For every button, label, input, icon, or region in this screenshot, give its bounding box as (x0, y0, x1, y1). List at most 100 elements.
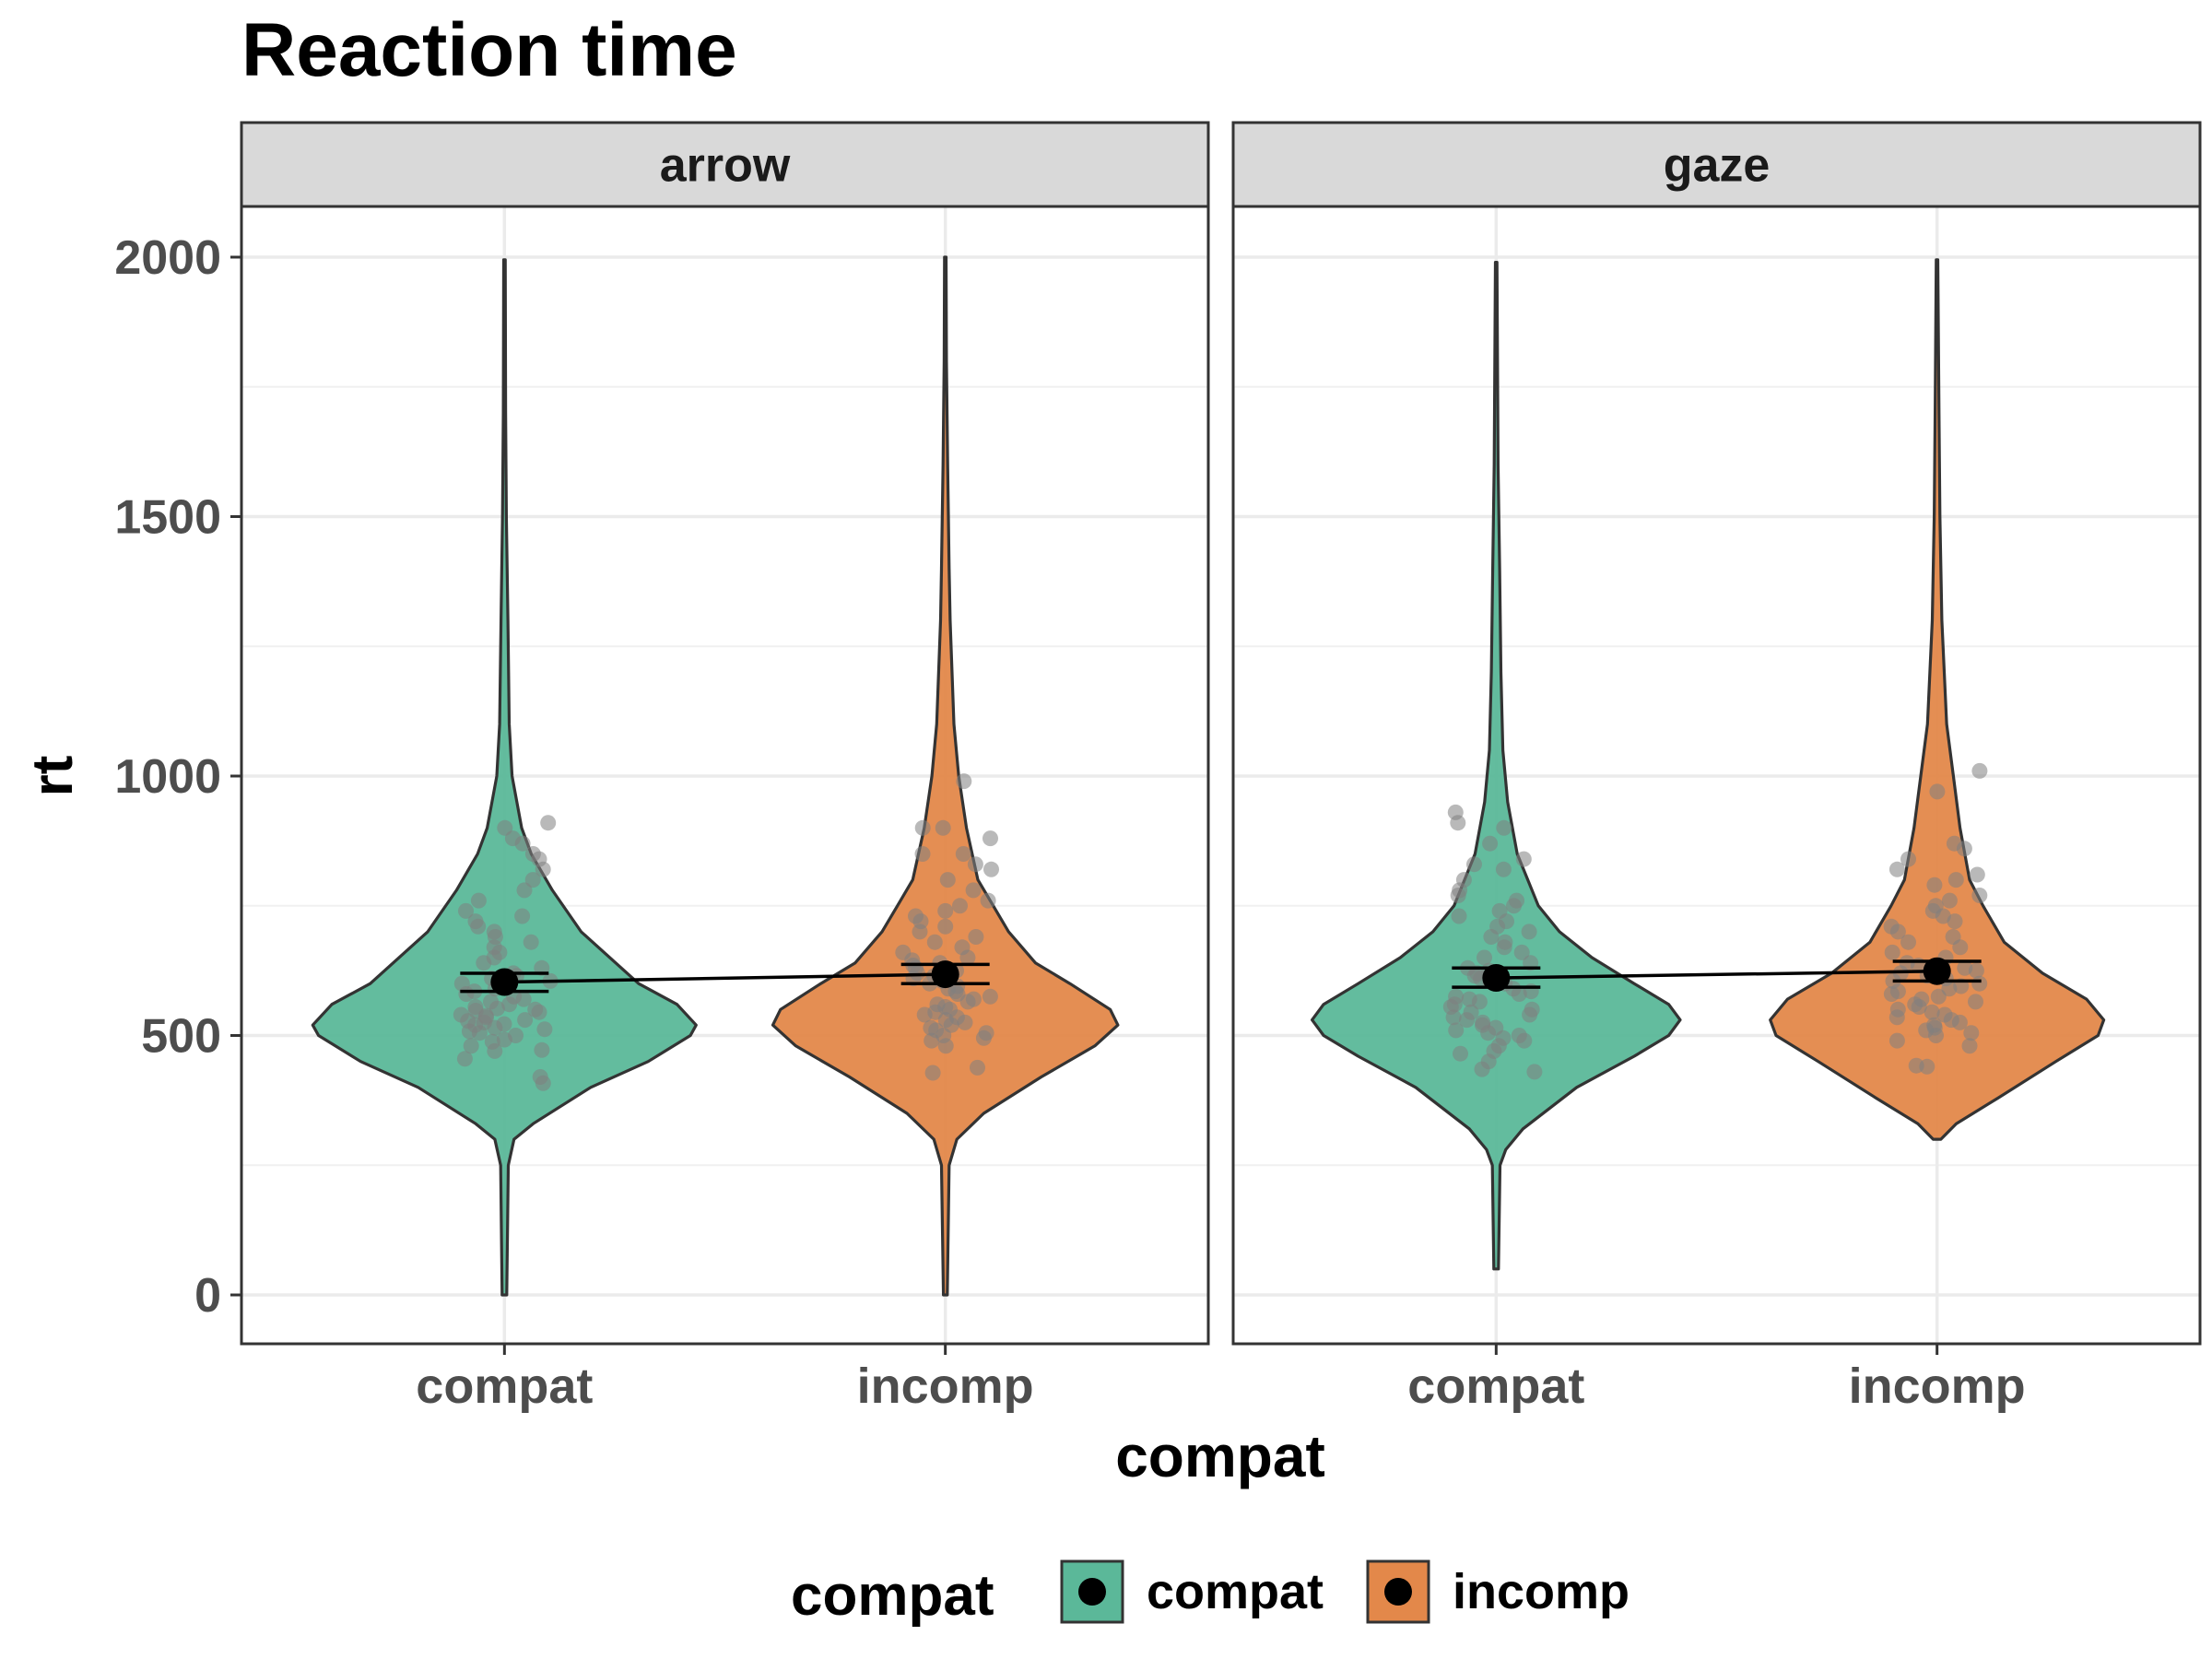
y-tick-label: 2000 (114, 231, 221, 285)
legend-key-point (1384, 1578, 1412, 1606)
raw-point (937, 902, 954, 919)
raw-point (458, 902, 474, 919)
raw-point (1455, 872, 1472, 888)
raw-point (982, 988, 998, 1005)
raw-point (523, 934, 539, 950)
x-tick-label: compat (1407, 1359, 1584, 1414)
raw-point (937, 918, 954, 935)
raw-point (1941, 892, 1958, 909)
raw-point (982, 830, 998, 847)
raw-point (1488, 1019, 1504, 1036)
raw-point (970, 1059, 985, 1076)
raw-point (1463, 1004, 1479, 1020)
raw-point (1936, 1006, 1953, 1023)
x-axis: compat incomp compat incomp (416, 1344, 2026, 1414)
facet-strip (1231, 121, 2202, 208)
raw-point (1451, 908, 1467, 924)
raw-point (484, 1033, 500, 1050)
y-tick-label: 0 (194, 1269, 221, 1323)
raw-point (536, 1021, 553, 1038)
raw-point (535, 1075, 551, 1091)
raw-point (1448, 1022, 1465, 1039)
raw-point (1957, 959, 1973, 976)
raw-point (924, 1065, 941, 1081)
raw-point (1491, 902, 1508, 919)
raw-point (517, 1012, 534, 1029)
violin-incomp (771, 255, 1120, 1297)
raw-point (508, 1028, 524, 1043)
raw-point (524, 846, 541, 862)
raw-point (908, 908, 924, 924)
raw-point (453, 975, 470, 992)
raw-point (1509, 892, 1524, 909)
facet-strip (240, 121, 1210, 208)
raw-point (1524, 1001, 1540, 1018)
raw-point (1969, 866, 1985, 883)
raw-point (1947, 872, 1964, 888)
raw-point (1929, 783, 1946, 800)
raw-point (1513, 944, 1530, 960)
violin-group-incomp (771, 255, 1120, 1297)
violin-compat (311, 258, 698, 1297)
legend: compat compat incomp (791, 1559, 1630, 1628)
raw-point (1945, 929, 1961, 945)
raw-point (514, 908, 531, 924)
y-axis-title: rt (21, 756, 85, 797)
raw-point (1926, 877, 1943, 893)
raw-point (1926, 1017, 1943, 1033)
raw-point (1961, 1038, 1978, 1054)
mean-point (1482, 964, 1511, 993)
raw-point (895, 944, 912, 960)
raw-point (983, 861, 999, 877)
x-tick-label: compat (416, 1359, 593, 1414)
raw-point (1511, 1028, 1527, 1043)
x-tick-label: incomp (857, 1359, 1034, 1414)
raw-point (935, 819, 951, 836)
raw-point (956, 773, 972, 790)
violin-compat (1311, 261, 1682, 1271)
legend-label-incomp: incomp (1453, 1564, 1630, 1619)
raw-point (497, 819, 513, 836)
raw-point (1889, 1001, 1906, 1018)
x-tick-label: incomp (1849, 1359, 2026, 1414)
raw-point (914, 819, 931, 836)
violin-group-incomp (1769, 258, 2106, 1141)
legend-title: compat (791, 1564, 994, 1628)
raw-point (1888, 861, 1905, 877)
raw-point (1495, 861, 1512, 877)
raw-point (516, 882, 533, 899)
raw-point (965, 882, 982, 899)
legend-label-compat: compat (1147, 1564, 1324, 1619)
raw-point (926, 934, 943, 950)
raw-point (527, 1001, 544, 1018)
raw-point (1888, 1032, 1905, 1049)
raw-point (1477, 949, 1492, 966)
raw-point (453, 1006, 469, 1023)
raw-point (923, 1019, 939, 1036)
raw-point (1526, 1064, 1543, 1080)
y-axis: 0 500 1000 1500 2000 (114, 231, 241, 1323)
raw-point (952, 898, 968, 914)
mean-line (504, 972, 946, 984)
raw-point (483, 994, 499, 1010)
raw-point (1963, 1025, 1980, 1041)
raw-point (978, 1025, 994, 1041)
raw-point (1924, 1004, 1940, 1020)
raw-point (1482, 835, 1499, 852)
y-tick-label: 1000 (114, 750, 221, 804)
y-tick-label: 1500 (114, 491, 221, 545)
raw-point (524, 872, 541, 888)
raw-point (1971, 975, 1988, 992)
violin-incomp (1769, 258, 2106, 1141)
raw-point (1900, 851, 1916, 867)
mean-line (1496, 969, 1937, 980)
raw-point (955, 846, 971, 862)
raw-point (1453, 1045, 1468, 1062)
raw-point (467, 913, 484, 930)
raw-point (967, 856, 983, 873)
raw-point (1515, 851, 1532, 867)
y-tick-label: 500 (141, 1010, 221, 1064)
raw-point (965, 991, 982, 1007)
mean-point (490, 968, 519, 996)
raw-point (1968, 994, 1983, 1010)
